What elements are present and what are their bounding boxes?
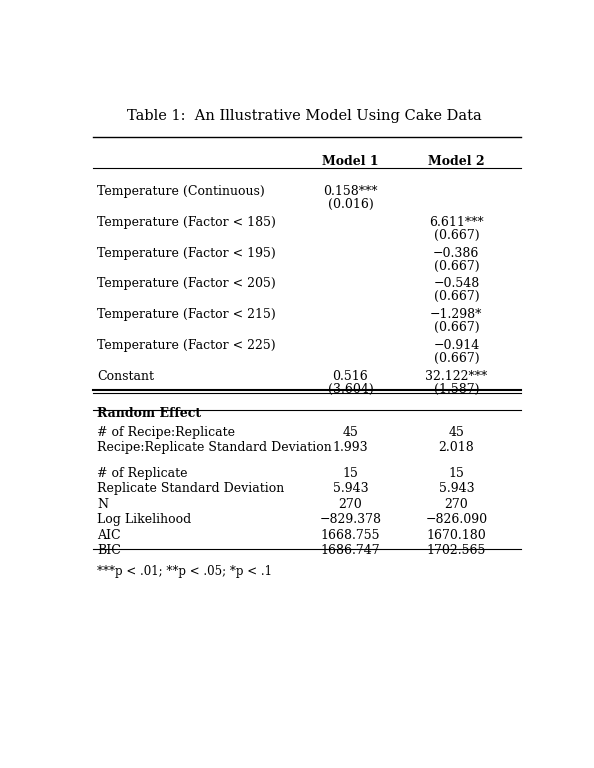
Text: Random Effect: Random Effect — [97, 407, 201, 420]
Text: (1.587): (1.587) — [434, 382, 479, 396]
Text: # of Recipe:Replicate: # of Recipe:Replicate — [97, 425, 235, 439]
Text: Temperature (Factor < 225): Temperature (Factor < 225) — [97, 339, 276, 352]
Text: 1668.755: 1668.755 — [321, 528, 380, 541]
Text: Temperature (Factor < 205): Temperature (Factor < 205) — [97, 277, 276, 290]
Text: 5.943: 5.943 — [333, 482, 368, 495]
Text: 15: 15 — [343, 467, 358, 480]
Text: N: N — [97, 498, 108, 511]
Text: 45: 45 — [448, 425, 465, 439]
Text: −826.090: −826.090 — [425, 513, 488, 526]
Text: 1702.565: 1702.565 — [426, 544, 486, 557]
Text: Replicate Standard Deviation: Replicate Standard Deviation — [97, 482, 285, 495]
Text: −0.548: −0.548 — [433, 277, 479, 290]
Text: (0.667): (0.667) — [434, 229, 479, 242]
Text: BIC: BIC — [97, 544, 121, 557]
Text: 0.158***: 0.158*** — [323, 185, 378, 198]
Text: Model 1: Model 1 — [322, 155, 379, 168]
Text: (0.667): (0.667) — [434, 290, 479, 303]
Text: Table 1:  An Illustrative Model Using Cake Data: Table 1: An Illustrative Model Using Cak… — [127, 109, 482, 123]
Text: Temperature (Factor < 195): Temperature (Factor < 195) — [97, 247, 276, 260]
Text: Model 2: Model 2 — [428, 155, 485, 168]
Text: (0.016): (0.016) — [327, 198, 374, 211]
Text: −0.914: −0.914 — [433, 339, 479, 352]
Text: 2.018: 2.018 — [438, 441, 474, 454]
Text: 270: 270 — [444, 498, 468, 511]
Text: Temperature (Factor < 185): Temperature (Factor < 185) — [97, 216, 276, 229]
Text: 1686.747: 1686.747 — [321, 544, 380, 557]
Text: Constant: Constant — [97, 369, 154, 382]
Text: (0.667): (0.667) — [434, 260, 479, 273]
Text: Temperature (Factor < 215): Temperature (Factor < 215) — [97, 308, 276, 321]
Text: 1670.180: 1670.180 — [426, 528, 486, 541]
Text: (0.667): (0.667) — [434, 321, 479, 334]
Text: −1.298*: −1.298* — [430, 308, 482, 321]
Text: 6.611***: 6.611*** — [429, 216, 484, 229]
Text: AIC: AIC — [97, 528, 121, 541]
Text: 0.516: 0.516 — [333, 369, 368, 382]
Text: −0.386: −0.386 — [433, 247, 479, 260]
Text: 270: 270 — [339, 498, 362, 511]
Text: −829.378: −829.378 — [320, 513, 381, 526]
Text: 1.993: 1.993 — [333, 441, 368, 454]
Text: ***p < .01; **p < .05; *p < .1: ***p < .01; **p < .05; *p < .1 — [97, 565, 272, 578]
Text: (0.667): (0.667) — [434, 352, 479, 365]
Text: Temperature (Continuous): Temperature (Continuous) — [97, 185, 265, 198]
Text: 32.122***: 32.122*** — [425, 369, 488, 382]
Text: (3.604): (3.604) — [327, 382, 374, 396]
Text: 15: 15 — [448, 467, 465, 480]
Text: # of Replicate: # of Replicate — [97, 467, 188, 480]
Text: 45: 45 — [343, 425, 358, 439]
Text: 5.943: 5.943 — [438, 482, 474, 495]
Text: Recipe:Replicate Standard Deviation: Recipe:Replicate Standard Deviation — [97, 441, 332, 454]
Text: Log Likelihood: Log Likelihood — [97, 513, 191, 526]
